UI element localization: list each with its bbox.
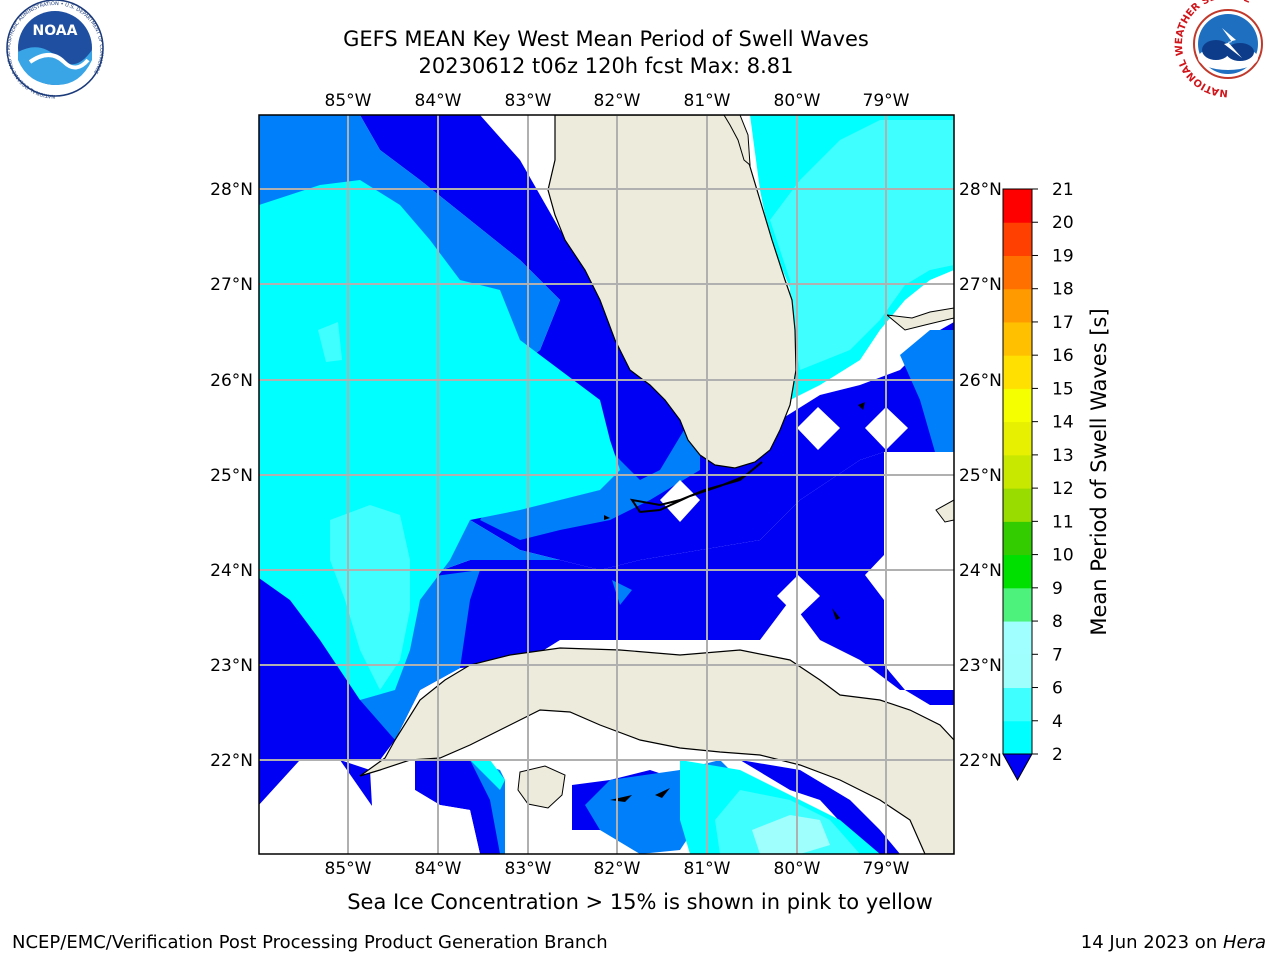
- colorbar-tick-label: 12: [1052, 479, 1074, 499]
- lon-labels-bottom: 85°W 84°W 83°W 82°W 81°W 80°W 79°W: [325, 859, 910, 879]
- colorbar-tick-label: 20: [1052, 213, 1074, 233]
- colorbar-cell: [1003, 355, 1032, 389]
- colorbar-tick-label: 17: [1052, 313, 1074, 333]
- swell-band-7-8: [330, 505, 410, 690]
- lat-label: 24°N: [959, 561, 1002, 581]
- lon-label: 79°W: [863, 859, 910, 879]
- colorbar-cell: [1003, 388, 1032, 423]
- lon-label: 84°W: [415, 859, 462, 879]
- nws-logo: NATIONAL WEATHER SERVICE: [1174, 0, 1278, 98]
- lon-label: 80°W: [774, 859, 821, 879]
- colorbar-cell: [1003, 189, 1032, 223]
- colorbar-cell: [1003, 687, 1032, 722]
- lon-label: 81°W: [684, 91, 731, 111]
- lat-label: 27°N: [959, 275, 1002, 295]
- colorbar-tick-label: 18: [1052, 280, 1074, 300]
- map-gridlines: [259, 115, 954, 854]
- noaa-logo-text: NOAA: [33, 23, 78, 39]
- map-panel: [259, 115, 954, 854]
- chart-title: GEFS MEAN Key West Mean Period of Swell …: [343, 27, 869, 51]
- lon-labels-top: 85°W 84°W 83°W 82°W 81°W 80°W 79°W: [325, 91, 910, 111]
- lat-label: 27°N: [210, 275, 253, 295]
- colorbar-cell: [1003, 621, 1032, 655]
- colorbar-label: Mean Period of Swell Waves [s]: [1087, 308, 1111, 635]
- colorbar-tick-label: 14: [1052, 413, 1074, 433]
- colorbar-tick-label: 6: [1052, 679, 1063, 699]
- swell-band-8-9: [752, 815, 830, 854]
- colorbar-tick-label: 13: [1052, 446, 1074, 466]
- colorbar-cell: [1003, 321, 1032, 356]
- colorbar-cell: [1003, 554, 1032, 589]
- lat-label: 25°N: [959, 466, 1002, 486]
- lon-label: 81°W: [684, 859, 731, 879]
- lon-label: 83°W: [505, 859, 552, 879]
- lat-label: 26°N: [210, 371, 253, 391]
- lon-label: 85°W: [325, 859, 372, 879]
- colorbar-cell: [1003, 454, 1032, 489]
- colorbar: 2 4 6 7 8 9 10 11 12 13 14 15 16 17 18 19 20 21: [1002, 180, 1074, 782]
- colorbar-cell: [1003, 654, 1032, 689]
- credit-branch: NCEP/EMC/Verification Post Processing Pr…: [12, 932, 608, 953]
- lat-label: 23°N: [959, 656, 1002, 676]
- lat-label: 26°N: [959, 371, 1002, 391]
- lon-label: 82°W: [594, 91, 641, 111]
- lat-labels-left: 28°N 27°N 26°N 25°N 24°N 23°N 22°N: [210, 180, 253, 771]
- map-frame: [258, 114, 955, 855]
- colorbar-cell: [1003, 587, 1032, 622]
- colorbar-tick-label: 2: [1052, 745, 1063, 765]
- chart-subtitle: 20230612 t06z 120h fcst Max: 8.81: [418, 54, 794, 78]
- lat-label: 23°N: [210, 656, 253, 676]
- lat-label: 25°N: [210, 466, 253, 486]
- colorbar-cell: [1003, 421, 1032, 456]
- colorbar-tick-label: 8: [1052, 612, 1063, 632]
- colorbar-tick-label: 4: [1052, 712, 1063, 732]
- credit-date: 14 Jun 2023 on Hera: [1081, 932, 1266, 953]
- credit-machine: Hera: [1222, 932, 1266, 953]
- colorbar-tick-label: 7: [1052, 645, 1063, 665]
- colorbar-cell: [1003, 521, 1032, 556]
- colorbar-cell: [1003, 720, 1032, 755]
- lat-label: 28°N: [959, 180, 1002, 200]
- sea-ice-note: Sea Ice Concentration > 15% is shown in …: [347, 890, 933, 914]
- colorbar-tick-label: 9: [1052, 579, 1063, 599]
- lat-labels-right: 28°N 27°N 26°N 25°N 24°N 23°N 22°N: [959, 180, 1002, 771]
- colorbar-tick-label: 16: [1052, 346, 1074, 366]
- lon-label: 83°W: [505, 91, 552, 111]
- lon-label: 79°W: [863, 91, 910, 111]
- cuba-land: [359, 647, 954, 854]
- colorbar-tick-label: 15: [1052, 379, 1074, 399]
- colorbar-tick-label: 19: [1052, 246, 1074, 266]
- noaa-logo: NOAA NATIONAL OCEANIC AND ATMOSPHERIC AD…: [6, 0, 104, 99]
- colorbar-cell: [1003, 288, 1032, 323]
- lon-label: 84°W: [415, 91, 462, 111]
- swell-band-2-4: [259, 452, 954, 805]
- colorbar-tick-label: 10: [1052, 546, 1074, 566]
- colorbar-cell: [1003, 222, 1032, 256]
- colorbar-cell: [1003, 488, 1032, 522]
- lat-label: 22°N: [210, 751, 253, 771]
- lat-label: 22°N: [959, 751, 1002, 771]
- lon-label: 85°W: [325, 91, 372, 111]
- lon-label: 80°W: [774, 91, 821, 111]
- colorbar-cell: [1003, 255, 1032, 290]
- lon-label: 82°W: [594, 859, 641, 879]
- lat-label: 28°N: [210, 180, 253, 200]
- colorbar-frame: [1002, 188, 1033, 755]
- colorbar-extend-arrow: [1002, 753, 1033, 782]
- credit-date-text: 14 Jun 2023 on: [1080, 932, 1223, 953]
- lat-label: 24°N: [210, 561, 253, 581]
- colorbar-tick-label: 11: [1052, 512, 1074, 532]
- colorbar-tick-label: 21: [1052, 180, 1074, 200]
